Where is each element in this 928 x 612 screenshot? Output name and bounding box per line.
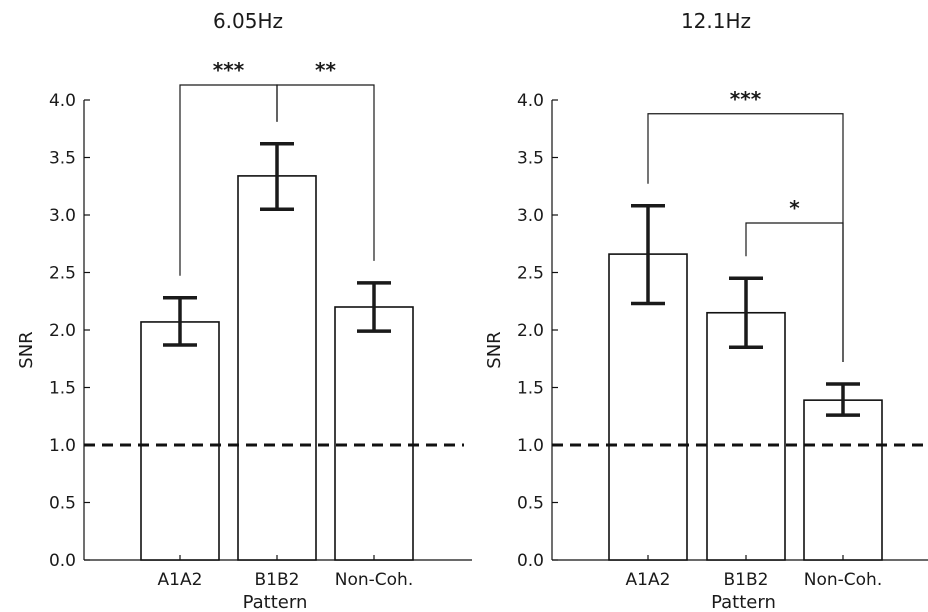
y-tick-label: 4.0: [49, 91, 76, 111]
y-axis-title: SNR: [16, 331, 37, 368]
y-tick-label: 3.0: [517, 206, 544, 226]
x-tick-label: B1B2: [724, 570, 769, 590]
panel-title: 6.05Hz: [213, 9, 283, 33]
x-tick-label: Non-Coh.: [804, 570, 882, 590]
y-tick-label: 2.0: [49, 321, 76, 341]
x-tick-label: B1B2: [255, 570, 300, 590]
y-tick-label: 2.0: [517, 321, 544, 341]
y-axis-title: SNR: [484, 331, 505, 368]
x-tick-label: A1A2: [158, 570, 203, 590]
y-tick-label: 1.5: [49, 379, 76, 399]
bar: [140, 321, 220, 561]
y-tick-label: 0.0: [517, 551, 544, 571]
significance-label: ***: [730, 87, 762, 111]
x-tick-label: Non-Coh.: [335, 570, 413, 590]
significance-label: ***: [213, 58, 245, 82]
bar: [334, 306, 414, 561]
significance-bracket: [276, 84, 375, 261]
y-tick-label: 3.5: [517, 149, 544, 169]
bar: [237, 175, 317, 561]
y-tick-label: 1.5: [517, 379, 544, 399]
bar: [803, 399, 883, 561]
y-tick-label: 0.5: [517, 494, 544, 514]
y-tick-label: 3.0: [49, 206, 76, 226]
panel-title: 12.1Hz: [681, 9, 751, 33]
y-tick-label: 0.5: [49, 494, 76, 514]
y-tick-label: 0.0: [49, 551, 76, 571]
x-axis-title: Pattern: [711, 592, 776, 612]
significance-label: *: [789, 196, 800, 220]
y-tick-label: 4.0: [517, 91, 544, 111]
x-tick-label: A1A2: [626, 570, 671, 590]
significance-label: **: [315, 58, 336, 82]
y-tick-label: 2.5: [517, 264, 544, 284]
y-tick-label: 3.5: [49, 149, 76, 169]
y-tick-label: 1.0: [517, 436, 544, 456]
y-tick-label: 1.0: [49, 436, 76, 456]
significance-bracket: [745, 222, 844, 363]
y-tick-label: 2.5: [49, 264, 76, 284]
bar: [706, 311, 786, 561]
x-axis-title: Pattern: [243, 592, 308, 612]
